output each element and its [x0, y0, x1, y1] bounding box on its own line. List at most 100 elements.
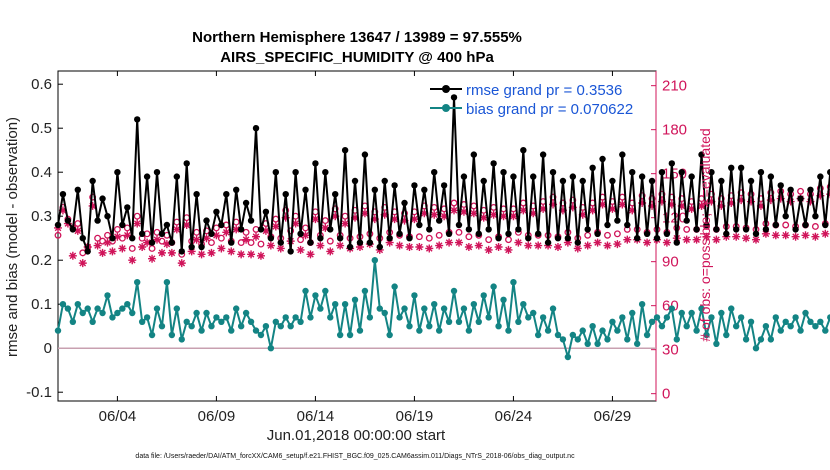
rmse-point — [569, 173, 577, 180]
evaluated-count-point — [157, 248, 166, 257]
rmse-point — [74, 186, 82, 193]
evaluated-count-point — [667, 200, 676, 209]
rmse-point — [59, 191, 67, 198]
rmse-point — [599, 155, 606, 163]
legend-bias-label: bias grand pr = 0.070622 — [466, 101, 633, 118]
evaluated-count-point — [588, 206, 597, 215]
evaluated-count-point — [192, 235, 201, 244]
bias-point — [564, 353, 572, 361]
bias-point — [678, 309, 685, 317]
bias-point — [168, 331, 176, 339]
bias-point — [109, 314, 116, 321]
rmse-point — [272, 169, 280, 176]
rmse-point — [544, 239, 552, 246]
bias-point — [728, 305, 735, 312]
bias-point — [391, 283, 398, 290]
rmse-point — [772, 221, 779, 229]
bias-point — [718, 309, 725, 317]
bias-point — [188, 323, 195, 330]
x-tick-label: 06/24 — [495, 408, 533, 425]
y-right-tick-label: 0 — [662, 386, 670, 403]
bias-point — [505, 327, 512, 334]
possible-count-point — [208, 239, 215, 247]
evaluated-count-point — [573, 244, 582, 253]
rmse-point — [554, 235, 562, 242]
rmse-point — [119, 221, 126, 229]
evaluated-count-point — [336, 241, 345, 250]
rmse-point — [732, 226, 740, 233]
bias-point — [99, 309, 106, 317]
bias-point — [629, 309, 636, 317]
evaluated-count-point — [499, 212, 508, 221]
x-tick-label: 06/09 — [198, 408, 236, 425]
evaluated-count-point — [687, 204, 696, 213]
evaluated-count-point — [558, 206, 567, 215]
rmse-point — [426, 226, 433, 233]
bias-point — [807, 318, 814, 325]
possible-count-point — [455, 228, 463, 236]
bias-point — [143, 314, 151, 321]
evaluated-count-point — [811, 232, 820, 241]
evaluated-count-point — [128, 256, 137, 265]
bias-point — [450, 287, 458, 295]
rmse-point — [153, 169, 161, 176]
rmse-point — [797, 195, 804, 202]
rmse-point — [767, 173, 775, 180]
bias-point — [732, 323, 740, 330]
evaluated-count-point — [148, 254, 157, 263]
evaluated-count-point — [682, 235, 691, 244]
rmse-point — [648, 177, 656, 185]
evaluated-count-point — [410, 215, 419, 224]
rmse-point — [208, 230, 215, 237]
rmse-point — [297, 230, 304, 237]
rmse-point — [178, 248, 185, 255]
rmse-point — [807, 186, 814, 193]
evaluated-count-point — [786, 197, 795, 206]
y-left-tick-label: -0.1 — [26, 384, 52, 401]
evaluated-count-point — [98, 248, 107, 257]
bias-point — [218, 318, 225, 325]
bias-point — [455, 318, 463, 325]
bias-point — [703, 331, 710, 339]
evaluated-count-point — [712, 235, 721, 244]
y-left-tick-label: 0.6 — [31, 76, 52, 93]
rmse-point — [89, 177, 96, 185]
bias-point — [737, 314, 745, 321]
evaluated-count-point — [108, 247, 117, 256]
evaluated-count-point — [162, 240, 171, 249]
bias-point — [619, 314, 626, 321]
evaluated-count-point — [598, 200, 607, 209]
rmse-point — [653, 235, 661, 242]
evaluated-count-point — [207, 248, 216, 257]
bias-point — [59, 301, 67, 308]
rmse-point — [663, 230, 671, 237]
evaluated-count-point — [291, 219, 300, 228]
evaluated-count-point — [326, 247, 335, 256]
evaluated-count-point — [351, 213, 360, 222]
evaluated-count-point — [692, 235, 701, 244]
bias-point — [822, 327, 829, 334]
evaluated-count-point — [450, 206, 459, 215]
evaluated-count-point — [385, 238, 394, 247]
rmse-point — [485, 226, 492, 233]
series-bias — [54, 257, 830, 361]
bias-point — [193, 309, 200, 317]
possible-count-point — [401, 209, 408, 217]
evaluated-count-point — [791, 232, 800, 241]
rmse-point — [416, 221, 423, 229]
y-right-tick-label: 180 — [662, 122, 687, 139]
evaluated-count-point — [118, 244, 127, 253]
evaluated-count-point — [400, 216, 409, 225]
bias-point — [242, 309, 250, 317]
bias-point — [431, 301, 438, 308]
bias-point — [772, 314, 779, 321]
bias-point — [827, 314, 830, 321]
evaluated-count-point — [187, 247, 196, 256]
possible-count-point — [326, 237, 334, 245]
possible-count-point — [54, 231, 62, 239]
bias-point — [688, 309, 695, 317]
bias-point — [515, 318, 522, 325]
bias-point — [124, 301, 131, 308]
bias-point — [173, 305, 181, 312]
evaluated-count-point — [563, 238, 572, 247]
